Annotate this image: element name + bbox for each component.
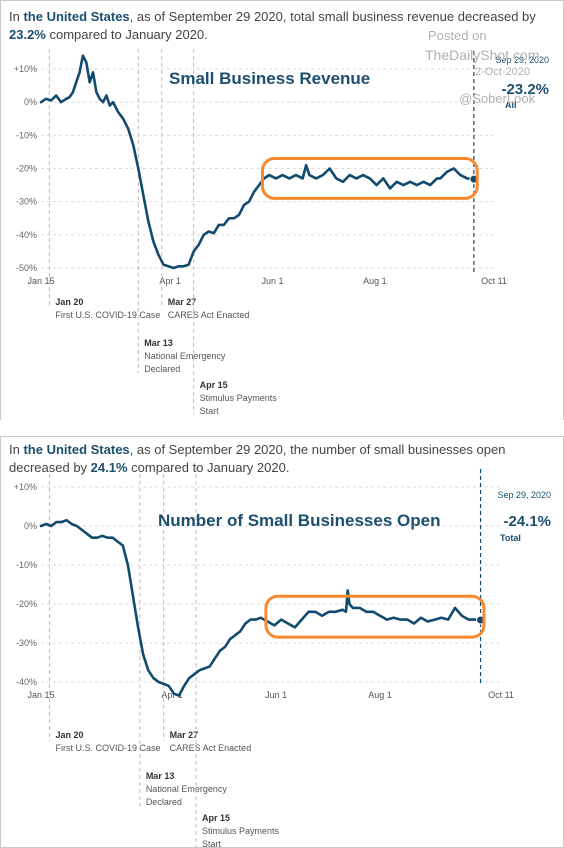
event-description-label: Start xyxy=(200,406,220,416)
headline-place-link[interactable]: the United States xyxy=(23,442,130,457)
chart-title: Small Business Revenue xyxy=(169,69,370,88)
y-tick-label: +10% xyxy=(14,64,37,74)
watermark-site: TheDailyShot.com xyxy=(425,47,540,63)
event-description-label: National Emergency xyxy=(144,351,226,361)
chart-title: Number of Small Businesses Open xyxy=(158,511,440,530)
series-line xyxy=(39,54,476,270)
y-tick-label: -10% xyxy=(16,560,37,570)
event-date-label: Mar 13 xyxy=(144,338,173,348)
event-description-label: Stimulus Payments xyxy=(202,826,280,836)
businesses-open-chart: +10% 0% -10% -20% -30% -40% Jan 15 Apr 1 Jun 1 Au… xyxy=(14,467,551,847)
event-description-label: First U.S. COVID-19 Case xyxy=(56,743,161,753)
event-description-label: CARES Act Enacted xyxy=(170,743,252,753)
x-tick-label: Oct 11 xyxy=(488,690,514,700)
revenue-chart: +10% 0% -10% -20% -30% -40% -50% Jan 15 Apr 1 Jun… xyxy=(14,49,549,416)
y-tick-label: 0% xyxy=(24,97,37,107)
y-tick-label: -40% xyxy=(16,677,37,687)
end-date-label: Sep 29, 2020 xyxy=(495,55,549,65)
highlight-box xyxy=(264,594,486,639)
event-description-label: Start xyxy=(202,839,222,847)
end-date-label: Sep 29, 2020 xyxy=(497,490,551,500)
highlight-box xyxy=(260,157,479,200)
x-tick-label: Apr 1 xyxy=(159,276,181,286)
x-tick-label: Jun 1 xyxy=(262,276,284,286)
event-description-label: First U.S. COVID-19 Case xyxy=(55,310,160,320)
headline-text: compared to January 2020. xyxy=(45,27,208,42)
x-tick-label: Jan 15 xyxy=(27,276,54,286)
panel-gap xyxy=(0,420,564,436)
headline-percent: 24.1% xyxy=(90,460,128,475)
x-tick-label: Apr 1 xyxy=(161,690,183,700)
event-date-label: Apr 15 xyxy=(202,813,230,823)
event-description-label: Declared xyxy=(144,364,180,374)
y-tick-label: -20% xyxy=(16,164,37,174)
watermark-date: 2-Oct-2020 xyxy=(475,66,531,78)
end-series-label: All xyxy=(505,100,517,110)
businesses-open-panel: In the United States, as of September 29… xyxy=(0,436,564,848)
x-tick-label: Aug 1 xyxy=(363,276,387,286)
headline-text: In xyxy=(9,9,24,24)
event-date-label: Jan 20 xyxy=(56,730,84,740)
headline-text: In xyxy=(9,442,24,457)
event-description-label: Declared xyxy=(146,797,182,807)
end-value-label: -23.2% xyxy=(501,81,549,98)
headline-text: , as of September 29 2020, total small b… xyxy=(129,9,536,24)
y-tick-label: -40% xyxy=(16,230,37,240)
headline-text: compared to January 2020. xyxy=(127,460,290,475)
series-line xyxy=(39,518,482,697)
y-tick-label: -50% xyxy=(16,263,37,273)
x-tick-label: Jun 1 xyxy=(265,690,287,700)
businesses-open-headline: In the United States, as of September 29… xyxy=(9,441,555,477)
end-series-label: Total xyxy=(500,533,521,543)
y-tick-label: +10% xyxy=(14,482,37,492)
end-value-label: -24.1% xyxy=(503,513,551,530)
revenue-headline: In the United States, as of September 29… xyxy=(9,8,555,44)
event-description-label: National Emergency xyxy=(146,784,228,794)
x-tick-label: Aug 1 xyxy=(368,690,392,700)
y-tick-label: -30% xyxy=(16,638,37,648)
y-tick-label: -30% xyxy=(16,197,37,207)
event-date-label: Apr 15 xyxy=(200,380,228,390)
headline-percent: 23.2% xyxy=(9,27,46,42)
headline-place-link[interactable]: the United States xyxy=(23,9,130,24)
event-date-label: Jan 20 xyxy=(55,297,83,307)
event-description-label: CARES Act Enacted xyxy=(168,310,250,320)
x-tick-label: Oct 11 xyxy=(481,276,507,286)
revenue-panel: In the United States, as of September 29… xyxy=(0,0,564,421)
event-description-label: Stimulus Payments xyxy=(200,393,278,403)
headline-text: , as of September 29 2020, the number of… xyxy=(9,442,506,475)
watermark-posted-on: Posted on xyxy=(428,28,487,43)
y-tick-label: -10% xyxy=(16,130,37,140)
y-tick-label: 0% xyxy=(24,521,37,531)
event-date-label: Mar 27 xyxy=(170,730,199,740)
event-date-label: Mar 27 xyxy=(168,297,197,307)
y-tick-label: -20% xyxy=(16,599,37,609)
x-tick-label: Jan 15 xyxy=(27,690,54,700)
event-date-label: Mar 13 xyxy=(146,771,175,781)
watermark-handle: @SoberLook xyxy=(459,91,536,106)
